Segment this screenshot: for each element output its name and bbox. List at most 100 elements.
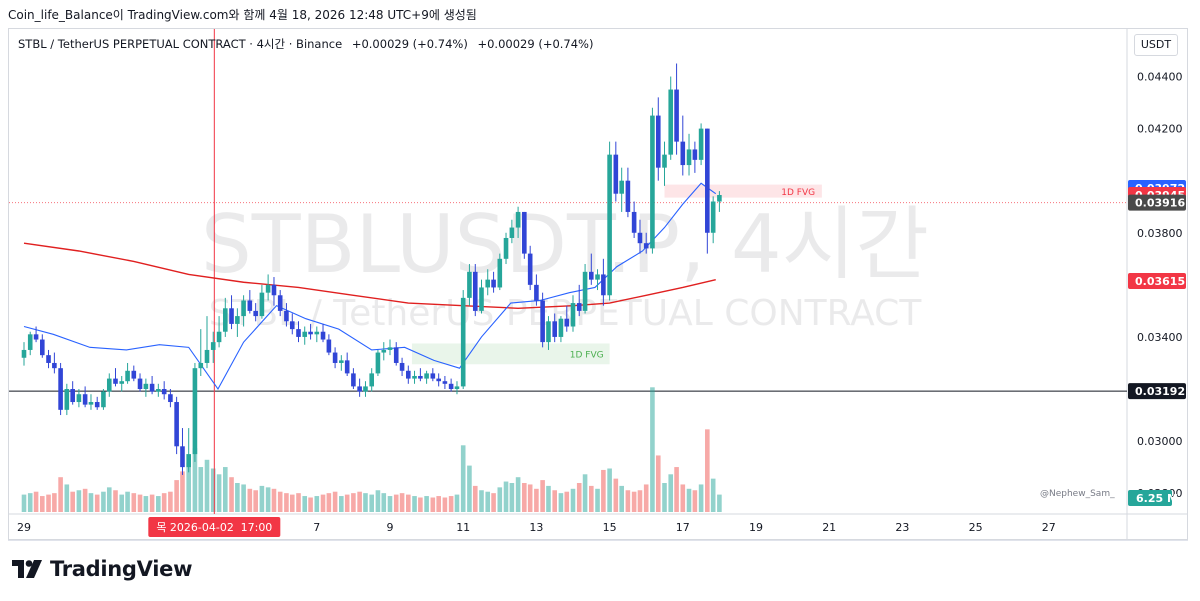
volume-bar	[332, 491, 338, 512]
candle	[558, 316, 564, 343]
candle	[485, 269, 491, 296]
volume-bar	[509, 483, 515, 512]
tradingview-logo[interactable]: TradingView	[12, 557, 192, 581]
candle	[406, 365, 411, 384]
candle	[509, 219, 515, 244]
candle-body	[156, 389, 161, 392]
price-tick-label: 0.03800	[1137, 227, 1183, 240]
volume-bar	[491, 493, 496, 512]
candle	[137, 373, 143, 392]
volume-bar	[52, 493, 57, 512]
time-tick-label: 13	[529, 521, 543, 534]
candle	[454, 381, 460, 395]
tradingview-brand: TradingView	[50, 557, 193, 581]
candle-body	[52, 362, 57, 369]
candle	[27, 331, 33, 356]
volume-bar	[527, 484, 533, 512]
volume-bar	[186, 462, 191, 512]
volume-bar	[101, 491, 106, 512]
symbol-pair[interactable]: STBL / TetherUS PERPETUAL CONTRACT · 4시간…	[18, 37, 343, 51]
volume-bar	[369, 494, 374, 512]
candle-body	[613, 154, 619, 194]
volume-bar	[686, 488, 692, 512]
candle	[631, 201, 637, 238]
volume-bar	[625, 490, 631, 512]
candle	[613, 141, 619, 202]
volume-bar	[363, 493, 368, 512]
candle	[156, 383, 161, 397]
candle-body	[680, 141, 686, 166]
crosshair-date-box	[148, 517, 281, 537]
volume-bar	[168, 491, 173, 512]
candle	[540, 292, 545, 348]
candle-body	[125, 370, 130, 382]
candle-body	[82, 394, 88, 405]
candle-body	[94, 402, 100, 408]
candle-body	[296, 329, 301, 337]
candle-body	[692, 149, 698, 160]
volume-bar	[253, 490, 258, 512]
volume-bar	[643, 484, 649, 512]
volume-bar	[106, 487, 112, 512]
candle	[619, 167, 624, 212]
volume-bar	[58, 477, 63, 512]
candle	[601, 258, 606, 306]
candle-body	[527, 253, 533, 285]
price-change-2: +0.00029 (+0.74%)	[477, 37, 594, 51]
volume-bar	[637, 490, 643, 512]
volume-bar	[698, 484, 704, 512]
candle-body	[308, 331, 313, 335]
candle-body	[229, 308, 234, 324]
candle	[131, 365, 137, 382]
candle	[101, 389, 106, 410]
candle-body	[509, 227, 515, 238]
tradingview-logo-icon	[12, 560, 42, 578]
candle	[344, 352, 350, 376]
candle-body	[58, 368, 63, 410]
candle-body	[472, 271, 478, 311]
candle	[448, 378, 454, 392]
volume-bar	[479, 490, 484, 512]
volume-bar	[668, 474, 674, 512]
candle	[296, 321, 301, 343]
volume-bar	[448, 496, 454, 512]
time-tick-label: 19	[749, 521, 763, 534]
candle	[235, 308, 240, 337]
candle-body	[131, 370, 137, 379]
candle-body	[210, 342, 216, 350]
candle-body	[106, 378, 112, 392]
volume-bar	[21, 494, 27, 512]
candle-body	[64, 389, 70, 410]
volume-bar	[467, 465, 472, 512]
candle-body	[33, 334, 39, 340]
volume-bar	[424, 496, 429, 512]
candle	[82, 386, 88, 408]
volume-bar	[125, 491, 130, 512]
volume-bar	[717, 494, 722, 512]
candle	[424, 370, 429, 384]
volume-bar	[418, 497, 423, 512]
candle	[351, 368, 356, 390]
time-tick-label: 25	[969, 521, 983, 534]
currency-button[interactable]: USDT	[1134, 34, 1178, 56]
candle	[412, 370, 417, 384]
candle	[399, 357, 405, 376]
candle	[52, 352, 57, 374]
candle	[229, 295, 234, 330]
volume-bar	[705, 429, 710, 512]
volume-bar	[229, 477, 234, 512]
price-tag-label: 0.03615	[1135, 275, 1185, 288]
candle-body	[235, 316, 240, 324]
candle-body	[601, 274, 606, 296]
candle	[576, 284, 582, 317]
volume-bar	[308, 497, 313, 512]
volume-bar	[662, 483, 667, 512]
candle-body	[241, 300, 246, 317]
volume-bar	[650, 387, 655, 512]
volume-bar	[339, 496, 344, 512]
volume-bar	[564, 491, 570, 512]
ema-fast-line	[23, 182, 717, 391]
volume-bar	[320, 494, 326, 512]
volume-bar	[430, 497, 436, 512]
